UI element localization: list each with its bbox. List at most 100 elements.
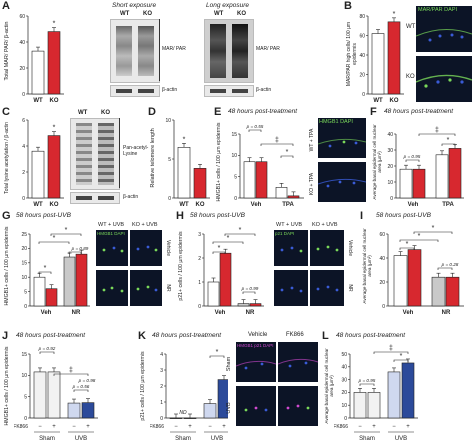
chart-g-ytick-label: 5 — [24, 289, 27, 295]
chart-i-bar — [407, 249, 422, 307]
col-label-k-veh: Vehicle — [248, 332, 268, 338]
col-label-k-fk: FK866 — [286, 332, 304, 338]
chart-h-bracket — [224, 233, 256, 236]
panel-label-l: L — [322, 330, 329, 342]
lane-ko-a-long: KO — [237, 11, 246, 17]
chart-b-xtick-label: WT — [373, 98, 383, 104]
col-label-h-ko: KO + UVB — [312, 222, 338, 228]
chart-j-bracket — [39, 351, 55, 354]
chart-j-group-label: UVB — [75, 436, 87, 442]
chart-h-bar — [237, 303, 250, 307]
chart-g-ytick-label: 0 — [24, 304, 27, 310]
chart-g-bar — [45, 288, 58, 307]
chart-i-bracket — [437, 267, 453, 270]
chart-f-ytick-label: 20 — [387, 164, 393, 170]
chart-l: 0 10 20 30 40 50 FK866 − + − + Sham UVB p = 0.95 * ‡ — [334, 345, 418, 442]
micro-title-h: p21 DAPI — [275, 231, 295, 236]
chart-g-sig: * — [53, 235, 56, 242]
img-label-e-wt: WT + TPA — [309, 128, 315, 152]
chart-h-sig: * — [239, 227, 242, 234]
chart-b-xtick-label: KO — [390, 98, 399, 104]
chart-f-bar — [399, 168, 413, 199]
chart-g-bracket — [38, 241, 70, 244]
chart-e-ytick-label: 15 — [231, 132, 237, 138]
chart-e-ytick-label: 0 — [234, 196, 237, 202]
row-label-g-nr: NR — [165, 284, 171, 292]
chart-j-bracket — [53, 373, 89, 376]
chart-a-bar — [31, 50, 45, 95]
chart-a: 0 20 40 60 WT KO * — [19, 14, 64, 104]
chart-k-fk866-sign: + — [188, 424, 192, 430]
chart-k-bar — [183, 417, 197, 419]
panel-label-j: J — [2, 330, 9, 342]
chart-l-bracket — [359, 383, 375, 386]
chart-g-ytick-label: 20 — [21, 246, 27, 252]
micrograph-b-ko — [416, 56, 472, 102]
chart-i-bracket — [399, 239, 439, 242]
chart-a-ytick-label: 40 — [19, 40, 25, 46]
chart-e-bracket — [260, 143, 294, 146]
ylabel-j: HMGB1+ cells / 100 µm epidermis — [4, 346, 10, 426]
chart-l-ytick-label: 40 — [341, 365, 347, 371]
chart-f-xtick-label: TPA — [442, 202, 454, 208]
chart-l-bar — [353, 392, 367, 419]
beta-actin-label-short: β-actin — [162, 87, 178, 93]
chart-h-ytick-label: 1 — [198, 280, 201, 286]
beta-actin-label-c: β-actin — [123, 194, 139, 200]
micrograph-k-sham-veh — [236, 342, 276, 382]
chart-j-fk866-sign: + — [52, 424, 56, 430]
ylabel-l: Average basal epidermal cell nuclear are… — [324, 348, 334, 424]
mar-par-label-short: MAR/ PAR — [162, 46, 186, 52]
chart-f-bar — [448, 148, 462, 199]
chart-l-fk866-sign: − — [392, 424, 396, 430]
beta-actin-blot-short — [110, 85, 160, 97]
panel-label-i: I — [360, 210, 364, 222]
beta-actin-label-long: β-actin — [256, 87, 272, 93]
chart-f-pvalue: p = 0.95 — [403, 154, 421, 159]
chart-b-ytick-label: 80 — [359, 14, 365, 20]
chart-g-bracket — [50, 233, 82, 236]
chart-f-sig: * — [447, 137, 450, 144]
chart-j-pvalue: p = 0.92 — [38, 346, 56, 351]
chart-l-ytick-label: 50 — [341, 352, 347, 358]
chart-d-ytick-label: 10 — [165, 118, 171, 124]
chart-l-ytick-label: 30 — [341, 377, 347, 383]
title-g: 58 hours post-UVB — [16, 212, 71, 219]
ylabel-f: Average basal epidermal cell nuclear are… — [372, 124, 382, 200]
chart-l-fk866-label: FK866 — [334, 424, 348, 430]
chart-l-sig: ‡ — [389, 345, 393, 352]
chart-l-fk866-sign: − — [358, 424, 362, 430]
lane-wt-a: WT — [120, 11, 130, 17]
micro-title-k: HMGB1 p21 DAPI — [237, 343, 274, 348]
panel-label-a: A — [2, 0, 10, 12]
chart-f-ytick-label: 0 — [390, 196, 393, 202]
chart-a-ytick-label: 60 — [19, 14, 25, 20]
chart-k-ytick-label: 3 — [160, 368, 163, 374]
chart-l-bar — [367, 392, 381, 419]
beta-actin-blot-long — [204, 85, 254, 97]
panel-label-d: D — [148, 106, 156, 118]
chart-j-bar — [81, 402, 95, 419]
chart-k-sig: * — [216, 349, 219, 356]
row-label-h-nr: NR — [347, 284, 353, 292]
chart-b-ytick-label: 60 — [359, 33, 365, 39]
chart-k-fk866-label: FK866 — [150, 424, 164, 430]
chart-f-bar — [412, 168, 426, 199]
chart-k-group-label: UVB — [211, 436, 223, 442]
chart-b-ytick-label: 0 — [362, 92, 365, 98]
chart-d-bar — [177, 146, 191, 199]
chart-e: 0 5 10 15 Veh TPA p = 0.55 * ‡ — [231, 124, 304, 208]
short-exposure-caption: Short exposure — [112, 2, 157, 9]
title-k: 48 hours post-treatment — [152, 332, 222, 339]
chart-f-sig: ‡ — [435, 127, 439, 134]
chart-d-xtick-label: WT — [179, 202, 189, 208]
title-i: 58 hours post-UVB — [376, 212, 431, 219]
chart-h-ytick-label: 0 — [198, 304, 201, 310]
title-e: 48 hours post-treatment — [228, 108, 298, 115]
micrograph-k-uvb-fk — [278, 386, 318, 426]
panel-label-c: C — [2, 106, 10, 118]
chart-h-sig: * — [227, 235, 230, 242]
chart-j-pvalue: p = 0.56 — [72, 384, 90, 389]
chart-e-bar — [287, 195, 300, 199]
chart-a-sig: * — [53, 21, 56, 28]
